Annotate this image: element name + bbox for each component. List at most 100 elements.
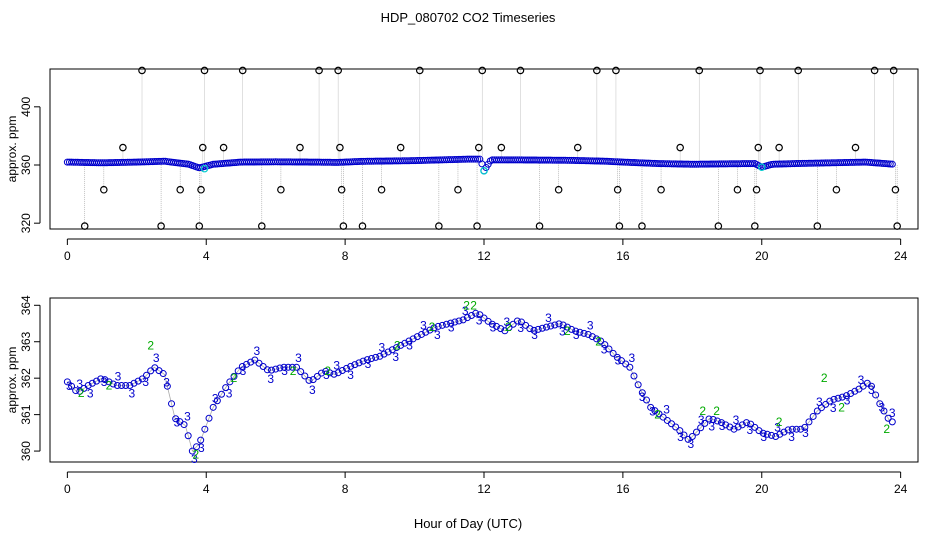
bottom-circle-point [326, 369, 334, 377]
top-data-point [474, 155, 482, 163]
bottom-circle-point [567, 325, 575, 333]
top-x-tick-label: 0 [64, 249, 71, 263]
top-outlier-point [473, 222, 481, 230]
top-outlier-point [695, 66, 704, 75]
top-outlier-point [277, 185, 285, 194]
bottom-circle-point [243, 360, 251, 368]
bottom-circle-point [384, 348, 392, 356]
bottom-point-label-3: 3 [295, 351, 302, 365]
bottom-circle-point [826, 397, 834, 405]
bottom-circle-point [397, 341, 405, 349]
bottom-circle-point [730, 425, 738, 433]
bottom-circle-point [247, 358, 255, 366]
bottom-circle-point [376, 352, 384, 360]
bottom-circle-point [759, 429, 767, 437]
bottom-circle-point [792, 425, 800, 433]
bottom-point-label-2: 2 [595, 335, 602, 349]
bottom-y-axis-title: approx. ppm [5, 347, 19, 414]
bottom-circle-point [134, 377, 142, 385]
bottom-circle-point [847, 389, 855, 397]
bottom-y-axis: 360 361 362 363 364 [19, 295, 41, 461]
bottom-circle-point [572, 327, 580, 335]
bottom-circle-point [422, 328, 430, 336]
top-data-point [886, 160, 894, 168]
bottom-point-label-3: 3 [719, 419, 726, 433]
bottom-circle-point [284, 363, 292, 371]
bottom-circle-point [393, 344, 401, 352]
bottom-circle-point [305, 376, 313, 384]
bottom-circle-point [676, 427, 684, 435]
bottom-point-label-3: 3 [184, 410, 191, 424]
top-outlier-point [752, 185, 761, 194]
top-outlier-point [615, 222, 624, 230]
top-data-point [472, 155, 480, 163]
bottom-circle-point [638, 389, 646, 397]
bottom-point-label-2: 2 [883, 422, 890, 436]
bottom-circle-point [701, 419, 709, 427]
bottom-point-label-3: 3 [392, 350, 399, 364]
bottom-point-label-2: 2 [78, 386, 85, 400]
bottom-point-label-3: 3 [628, 351, 635, 365]
bottom-circle-point [776, 430, 784, 438]
bottom-x-tick-label: 12 [477, 482, 491, 496]
top-outlier-point [893, 222, 901, 230]
bottom-point-label-3: 3 [434, 328, 441, 342]
top-x-axis: 0 4 8 12 16 20 24 [64, 238, 908, 263]
bottom-point-label-3: 3 [733, 413, 740, 427]
top-outlier-point [200, 66, 209, 75]
bottom-circle-point [497, 325, 505, 333]
bottom-point-label-3: 3 [174, 415, 181, 429]
bottom-circle-point [272, 365, 280, 373]
top-outlier-point [516, 66, 525, 75]
bottom-circle-point [717, 419, 725, 427]
bottom-circle-point [318, 369, 326, 377]
bottom-circle-point [555, 320, 563, 328]
bottom-circle-point [138, 375, 146, 383]
bottom-circle-point [692, 428, 700, 436]
bottom-circle-point [405, 337, 413, 345]
bottom-y-tick-label: 362 [19, 368, 33, 388]
top-outlier-point [756, 66, 764, 75]
top-outlier-point [377, 185, 386, 194]
bottom-circle-point [388, 346, 396, 354]
bottom-point-label-3: 3 [309, 383, 316, 397]
bottom-point-label-3: 3 [830, 401, 837, 415]
bottom-point-label-3: 3 [878, 401, 885, 415]
top-outlier-point [832, 185, 841, 194]
bottom-circle-point [159, 370, 167, 378]
top-x-tick-label: 12 [477, 249, 491, 263]
bottom-circle-point [642, 396, 650, 404]
bottom-circle-point [434, 322, 442, 330]
bottom-circle-point [218, 390, 226, 398]
top-outlier-point [197, 185, 205, 194]
bottom-point-label-3: 3 [788, 430, 795, 444]
bottom-circle-point [68, 382, 76, 390]
bottom-circle-point [268, 366, 276, 374]
bottom-point-label-3: 3 [365, 357, 372, 371]
bottom-circle-point [230, 372, 238, 380]
bottom-circle-point [443, 320, 451, 328]
bottom-x-tick-label: 24 [894, 482, 908, 496]
bottom-point-label-2: 2 [838, 400, 845, 414]
bottom-circle-point [347, 362, 355, 370]
bottom-circle-point [772, 432, 780, 440]
bottom-circle-point [363, 356, 371, 364]
top-highlight-series [200, 163, 766, 175]
bottom-circle-point [293, 363, 301, 371]
bottom-circle-point [130, 379, 138, 387]
bottom-point-label-3: 3 [615, 353, 622, 367]
bottom-circle-point [805, 418, 813, 426]
top-outlier-point [219, 143, 228, 152]
bottom-circle-point [459, 316, 467, 324]
bottom-point-label-3: 3 [677, 430, 684, 444]
bottom-circle-point [592, 335, 600, 343]
bottom-circle-point [368, 354, 376, 362]
bottom-y-tick-label: 364 [19, 295, 33, 315]
bottom-point-label-3: 3 [462, 304, 469, 318]
bottom-circle-point [626, 363, 634, 371]
bottom-circle-point [709, 415, 717, 423]
bottom-point-label-3: 3 [587, 318, 594, 332]
bottom-circle-point [472, 309, 480, 317]
